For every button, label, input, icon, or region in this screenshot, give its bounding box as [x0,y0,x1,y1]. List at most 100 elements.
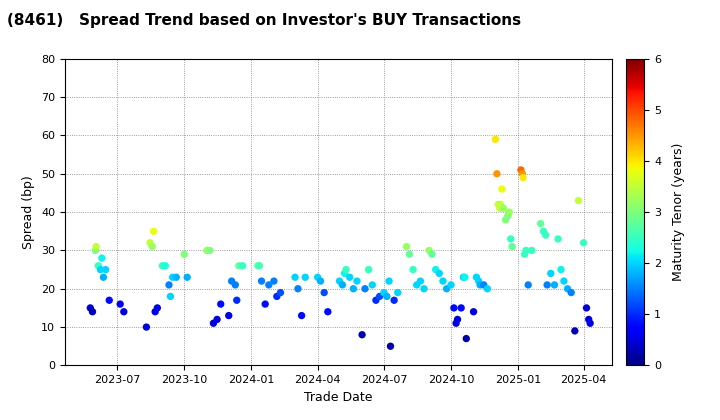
Point [370,297,382,304]
Point [91,243,102,250]
Point [144,239,156,246]
Point [160,262,171,269]
Point [426,251,438,257]
Point [90,247,102,254]
Point [100,266,112,273]
Point [404,251,415,257]
Point [581,304,593,311]
Point [517,171,528,177]
Point [415,278,426,284]
Point [473,278,485,284]
Point [381,293,392,300]
Point [523,281,534,288]
Point [378,289,390,296]
Point [322,308,333,315]
Point [337,281,348,288]
Point [541,281,553,288]
Point [95,266,107,273]
Point [96,255,108,261]
Point [468,308,480,315]
Point [408,266,419,273]
Point [148,228,159,235]
Point [315,278,326,284]
Point [388,297,400,304]
Point [231,297,243,304]
Point [401,243,413,250]
Point [552,236,564,242]
Point [500,216,511,223]
Point [230,281,241,288]
Point [146,243,158,250]
Point [167,274,179,281]
Point [171,274,182,281]
Point [459,274,471,281]
Point [448,304,459,311]
Point [496,186,508,192]
Point [518,174,529,181]
Point [437,278,449,284]
Y-axis label: Maturity Tenor (years): Maturity Tenor (years) [672,143,685,281]
Point [292,286,304,292]
Point [545,270,557,277]
Point [157,262,168,269]
Point [495,201,506,208]
Point [423,247,435,254]
Point [503,209,515,215]
Point [383,278,395,284]
Point [492,201,504,208]
Point [181,274,193,281]
Point [578,239,590,246]
Point [268,278,279,284]
Point [384,343,396,349]
Point [555,266,567,273]
Point [152,304,163,311]
Point [263,281,274,288]
X-axis label: Trade Date: Trade Date [304,391,373,404]
Point [163,281,175,288]
Point [549,281,560,288]
Point [207,320,219,327]
Point [339,270,351,277]
Point [201,247,212,254]
Point [498,205,509,212]
Point [300,274,311,281]
Point [253,262,265,269]
Point [165,293,176,300]
Point [351,278,363,284]
Point [271,293,282,300]
Point [451,316,463,323]
Point [312,274,323,281]
Point [540,232,552,239]
Point [275,289,287,296]
Point [149,308,161,315]
Point [114,301,126,307]
Point [505,236,516,242]
Point [569,328,580,334]
Point [506,243,518,250]
Point [482,286,493,292]
Text: (8461)   Spread Trend based on Investor's BUY Transactions: (8461) Spread Trend based on Investor's … [7,13,521,28]
Point [348,286,359,292]
Point [526,247,538,254]
Point [456,304,467,311]
Point [334,278,346,284]
Point [478,281,490,288]
Point [430,266,441,273]
Point [519,251,531,257]
Point [237,262,248,269]
Point [491,171,503,177]
Point [461,335,472,342]
Point [259,301,271,307]
Point [289,274,301,281]
Point [140,324,152,331]
Point [538,228,549,235]
Point [86,308,98,315]
Point [356,331,368,338]
Point [84,304,96,311]
Point [359,286,371,292]
Point [445,281,456,288]
Point [585,320,596,327]
Point [363,266,374,273]
Point [118,308,130,315]
Point [502,213,513,219]
